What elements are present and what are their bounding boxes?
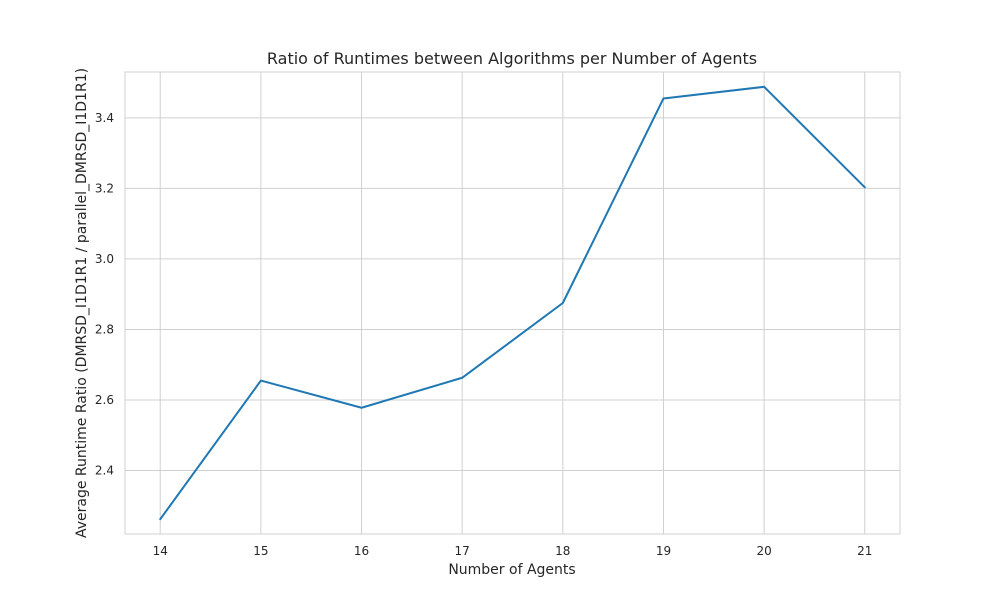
y-tick-label: 3.2 bbox=[95, 181, 114, 195]
x-axis-label: Number of Agents bbox=[448, 562, 575, 578]
x-tick-label: 15 bbox=[253, 544, 268, 558]
x-tick-label: 17 bbox=[455, 544, 470, 558]
data-point bbox=[562, 302, 564, 304]
x-tick-label: 19 bbox=[656, 544, 671, 558]
data-point bbox=[260, 379, 262, 382]
y-tick-label: 2.4 bbox=[95, 464, 114, 478]
chart-title: Ratio of Runtimes between Algorithms per… bbox=[267, 49, 757, 68]
x-tick-label: 18 bbox=[555, 544, 570, 558]
series-layer bbox=[159, 85, 866, 521]
y-axis-label: Average Runtime Ratio (DMRSD_I1D1R1 / pa… bbox=[74, 68, 90, 538]
data-point bbox=[360, 406, 363, 409]
tick-labels: 14 15 16 17 18 19 20 21 2.4 2.6 2.8 3.0 3.2 3.4 bbox=[95, 111, 873, 558]
x-tick-label: 21 bbox=[857, 544, 872, 558]
gridlines bbox=[125, 72, 900, 534]
data-point bbox=[159, 518, 162, 520]
x-tick-label: 14 bbox=[153, 544, 168, 558]
y-tick-label: 3.4 bbox=[95, 111, 114, 125]
x-tick-label: 20 bbox=[756, 544, 771, 558]
y-tick-label: 3.0 bbox=[95, 252, 114, 266]
data-point bbox=[662, 97, 665, 100]
data-point bbox=[863, 186, 866, 189]
data-point bbox=[763, 86, 765, 88]
plot-area-frame bbox=[124, 71, 901, 535]
y-tick-label: 2.8 bbox=[95, 322, 114, 336]
data-point bbox=[461, 376, 463, 379]
series-line-0 bbox=[159, 85, 866, 521]
x-tick-label: 16 bbox=[354, 544, 369, 558]
y-tick-label: 2.6 bbox=[95, 393, 114, 407]
